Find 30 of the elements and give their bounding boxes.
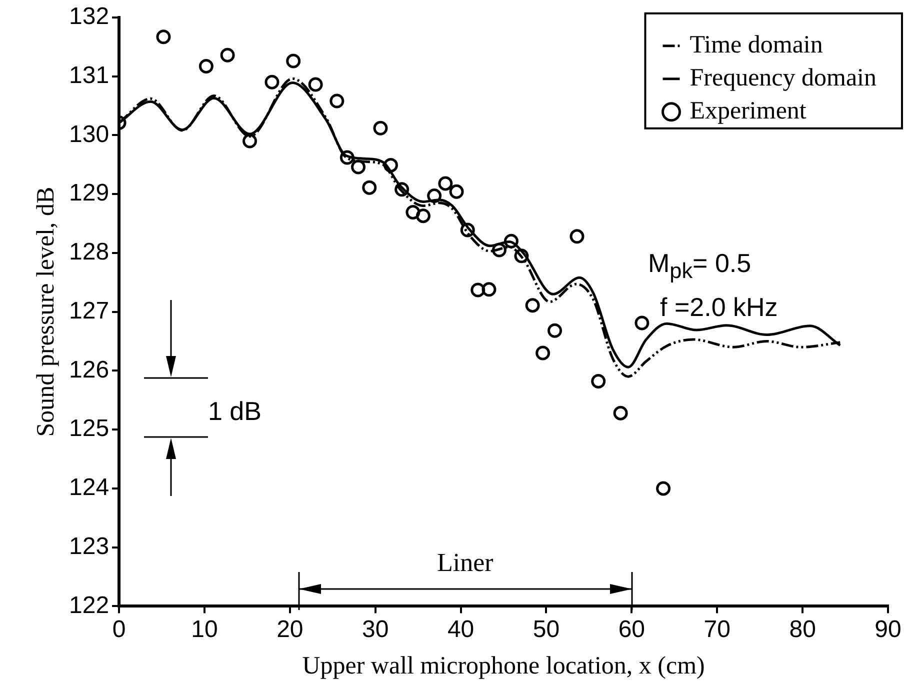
y-tick-label: 126 — [68, 356, 110, 384]
legend-label: Frequency domain — [690, 64, 877, 92]
y-tick-label: 128 — [68, 238, 110, 266]
x-tick-label: 10 — [191, 616, 218, 644]
annotation: Liner — [437, 548, 494, 578]
y-tick-label: 125 — [68, 415, 110, 442]
y-tick-label: 123 — [68, 532, 110, 560]
x-tick-label: 60 — [618, 616, 646, 644]
x-tick-label: 40 — [447, 616, 474, 644]
x-tick-label: 50 — [532, 616, 560, 644]
y-tick-label: 132 — [68, 3, 110, 30]
x-tick-label: 80 — [789, 616, 816, 644]
y-tick-label: 122 — [68, 592, 110, 619]
legend-label: Time domain — [690, 31, 824, 58]
x-axis-title: Upper wall microphone location, x (cm) — [302, 652, 705, 680]
legend-label: Experiment — [690, 97, 806, 124]
x-tick-label: 0 — [112, 616, 126, 644]
x-tick-label: 70 — [704, 616, 730, 644]
y-tick-label: 130 — [68, 120, 110, 148]
y-tick-label: 124 — [68, 474, 110, 502]
y-tick-label: 127 — [68, 297, 110, 324]
annotation: f =2.0 kHz — [660, 292, 778, 323]
x-tick-label: 20 — [276, 616, 304, 644]
y-tick-label: 131 — [68, 62, 110, 89]
x-tick-label: 90 — [874, 616, 902, 644]
y-axis-title: Sound pressure level, dB — [32, 186, 60, 437]
annotation: 1 dB — [208, 396, 262, 427]
x-tick-label: 30 — [362, 616, 389, 644]
annotation: M$_{pk}$= 0.5 — [648, 248, 752, 284]
y-tick-label: 129 — [68, 180, 110, 207]
